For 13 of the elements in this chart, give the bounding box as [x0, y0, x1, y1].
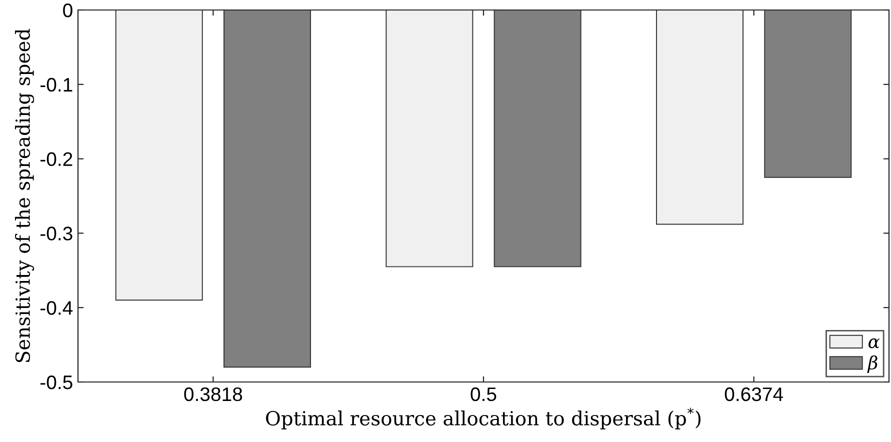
y-tick-label: 0	[63, 3, 72, 18]
y-tick-label: -0.3	[40, 226, 72, 240]
y-axis-title: Sensitivity of the spreading speed	[14, 28, 34, 362]
x-tick-label: 0.5	[470, 387, 496, 402]
y-tick-label: -0.5	[40, 375, 72, 390]
y-tick-label: -0.2	[40, 152, 72, 166]
legend-label: α	[868, 338, 880, 348]
x-tick-label: 0.6374	[724, 387, 784, 402]
legend-label: β	[867, 355, 878, 373]
x-axis-title: Optimal resource allocation to dispersal (p$^{*}$)	[266, 408, 701, 430]
x-tick-label: 0.3818	[184, 387, 242, 402]
y-tick-label: -0.4	[40, 301, 73, 315]
y-tick-label: -0.1	[40, 78, 72, 92]
